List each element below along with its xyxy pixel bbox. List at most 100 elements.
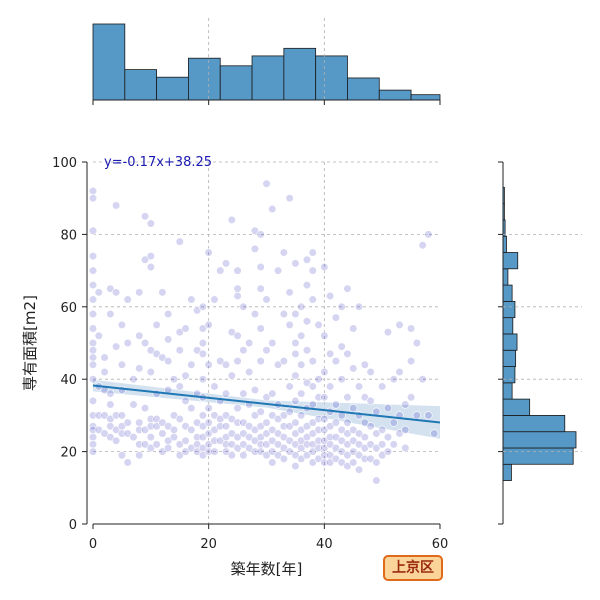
scatter-point bbox=[100, 429, 109, 438]
scatter-point bbox=[314, 393, 323, 402]
scatter-point bbox=[297, 443, 306, 453]
regression-line bbox=[92, 384, 441, 424]
scatter-point bbox=[198, 324, 207, 333]
scatter-point bbox=[349, 364, 358, 373]
scatter-point bbox=[308, 458, 317, 467]
scatter-point bbox=[169, 375, 179, 384]
scatter-point bbox=[169, 433, 179, 442]
x-hist-bar bbox=[219, 65, 253, 101]
scatter-point bbox=[198, 302, 207, 311]
scatter-point bbox=[320, 451, 329, 460]
scatter-point bbox=[337, 375, 346, 384]
scatter-point bbox=[100, 367, 109, 377]
scatter-point bbox=[279, 411, 288, 420]
scatter-point bbox=[233, 418, 242, 427]
scatter-point bbox=[273, 440, 283, 449]
scatter-point bbox=[406, 393, 416, 402]
scatter-point bbox=[291, 440, 300, 449]
scatter-point bbox=[314, 443, 323, 453]
scatter-point bbox=[88, 252, 98, 261]
scatter-point bbox=[326, 422, 335, 431]
scatter-point bbox=[146, 414, 155, 424]
scatter-point bbox=[106, 414, 115, 424]
scatter-point bbox=[146, 252, 155, 261]
scatter-point bbox=[100, 411, 109, 420]
scatter-point bbox=[146, 346, 155, 355]
scatter-point bbox=[256, 357, 265, 366]
scatter-point bbox=[88, 338, 98, 348]
scatter-point bbox=[349, 425, 358, 434]
scatter-point bbox=[279, 357, 288, 366]
scatter-point bbox=[88, 440, 98, 449]
scatter-point bbox=[360, 433, 369, 442]
scatter-point bbox=[158, 429, 167, 438]
scatter-point bbox=[175, 451, 184, 460]
scatter-point bbox=[187, 443, 196, 453]
scatter-point bbox=[389, 375, 398, 384]
scatter-point bbox=[239, 302, 248, 311]
scatter-point bbox=[314, 414, 323, 424]
y-hist-bar bbox=[502, 333, 518, 351]
scatter-point bbox=[88, 396, 98, 406]
scatter-point bbox=[227, 371, 236, 380]
scatter-point bbox=[175, 328, 184, 337]
scatter-point bbox=[175, 237, 184, 246]
scatter-point bbox=[164, 436, 173, 445]
scatter-point bbox=[360, 360, 369, 369]
scatter-point bbox=[140, 212, 150, 221]
scatter-point bbox=[256, 324, 265, 333]
scatter-point bbox=[320, 393, 329, 402]
scatter-point bbox=[302, 378, 312, 387]
scatter-point bbox=[88, 309, 98, 319]
scatter-point bbox=[320, 414, 329, 424]
scatter-point bbox=[256, 433, 265, 442]
scatter-point bbox=[198, 451, 207, 460]
regression-line-layer bbox=[92, 384, 441, 424]
scatter-point bbox=[112, 201, 121, 210]
scatter-point bbox=[291, 429, 300, 438]
scatter-point bbox=[164, 357, 173, 366]
scatter-point bbox=[273, 429, 283, 438]
scatter-point bbox=[262, 346, 271, 355]
scatter-point bbox=[372, 458, 381, 467]
x-hist-bar bbox=[378, 89, 412, 101]
scatter-point bbox=[204, 429, 213, 438]
scatter-point bbox=[273, 360, 283, 369]
scatter-point bbox=[106, 284, 115, 293]
scatter-point bbox=[164, 422, 173, 431]
scatter-point bbox=[233, 433, 242, 442]
scatter-point bbox=[117, 360, 127, 369]
scatter-point bbox=[233, 404, 242, 413]
scatter-point bbox=[135, 425, 144, 434]
scatter-point bbox=[308, 429, 317, 438]
scatter-point bbox=[187, 295, 196, 304]
scatter-point bbox=[337, 436, 346, 445]
scatter-point bbox=[366, 422, 375, 431]
scatter-point bbox=[354, 451, 364, 460]
scatter-point bbox=[210, 425, 219, 434]
scatter-point bbox=[262, 451, 271, 460]
scatter-point bbox=[297, 454, 306, 463]
scatter-point bbox=[401, 400, 410, 409]
x-axis-label: 築年数[年] bbox=[231, 560, 303, 578]
scatter-point bbox=[291, 259, 300, 268]
scatter-point bbox=[233, 284, 242, 293]
y-marginal-histogram bbox=[498, 161, 582, 525]
scatter-point bbox=[256, 447, 265, 456]
scatter-point bbox=[256, 262, 265, 272]
scatter-point bbox=[227, 414, 236, 424]
scatter-point bbox=[239, 346, 248, 355]
scatter-point bbox=[164, 443, 173, 453]
scatter-point bbox=[227, 451, 236, 460]
x-tick-label: 0 bbox=[89, 537, 97, 552]
scatter-point bbox=[354, 440, 364, 449]
scatter-point bbox=[308, 357, 317, 366]
scatter-point bbox=[326, 451, 335, 460]
scatter-point bbox=[198, 422, 207, 431]
scatter-point bbox=[88, 324, 98, 333]
x-hist-bar bbox=[156, 76, 189, 101]
y-hist-bar bbox=[502, 268, 509, 286]
scatter-point bbox=[349, 404, 358, 413]
scatter-point bbox=[354, 429, 364, 438]
scatter-point bbox=[221, 389, 231, 398]
